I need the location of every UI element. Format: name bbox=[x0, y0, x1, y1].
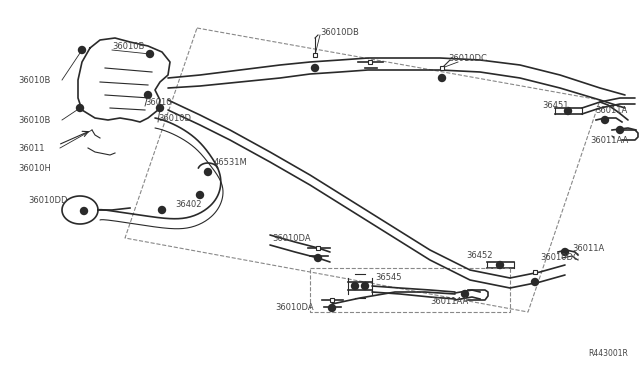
Text: 46531M: 46531M bbox=[214, 157, 248, 167]
Circle shape bbox=[438, 74, 445, 81]
Text: 36010B: 36010B bbox=[18, 76, 51, 84]
FancyBboxPatch shape bbox=[316, 246, 320, 250]
Circle shape bbox=[351, 282, 358, 289]
Circle shape bbox=[157, 105, 163, 112]
Circle shape bbox=[531, 279, 538, 285]
Circle shape bbox=[145, 92, 152, 99]
Circle shape bbox=[362, 282, 369, 289]
FancyBboxPatch shape bbox=[533, 270, 537, 274]
Circle shape bbox=[328, 305, 335, 311]
Text: 36451: 36451 bbox=[542, 100, 568, 109]
Circle shape bbox=[561, 248, 568, 256]
Circle shape bbox=[147, 51, 154, 58]
FancyBboxPatch shape bbox=[330, 298, 334, 302]
Circle shape bbox=[602, 116, 609, 124]
Text: 36452: 36452 bbox=[466, 250, 493, 260]
Circle shape bbox=[616, 126, 623, 134]
Text: 36010DA: 36010DA bbox=[272, 234, 310, 243]
Circle shape bbox=[312, 64, 319, 71]
Text: 36402: 36402 bbox=[175, 199, 202, 208]
Circle shape bbox=[205, 169, 211, 176]
Circle shape bbox=[461, 291, 468, 298]
Circle shape bbox=[564, 108, 572, 115]
Text: 36010H: 36010H bbox=[18, 164, 51, 173]
Text: 36010D: 36010D bbox=[158, 113, 191, 122]
Text: 36011AA: 36011AA bbox=[430, 298, 468, 307]
Text: 36010DC: 36010DC bbox=[448, 54, 487, 62]
Circle shape bbox=[159, 206, 166, 214]
Text: 36011AA: 36011AA bbox=[590, 135, 628, 144]
Text: 36010DC: 36010DC bbox=[540, 253, 579, 263]
Circle shape bbox=[314, 254, 321, 262]
Text: 36011A: 36011A bbox=[572, 244, 604, 253]
Circle shape bbox=[81, 208, 88, 215]
Text: 36545: 36545 bbox=[375, 273, 401, 282]
Text: 36010DD: 36010DD bbox=[28, 196, 67, 205]
Text: 36010DB: 36010DB bbox=[320, 28, 359, 36]
Text: 36010B: 36010B bbox=[112, 42, 145, 51]
FancyBboxPatch shape bbox=[368, 60, 372, 64]
Circle shape bbox=[77, 105, 83, 112]
Circle shape bbox=[196, 192, 204, 199]
Circle shape bbox=[497, 262, 504, 269]
Text: R443001R: R443001R bbox=[588, 349, 628, 358]
FancyBboxPatch shape bbox=[313, 53, 317, 57]
Circle shape bbox=[79, 46, 86, 54]
Text: 36010B: 36010B bbox=[18, 115, 51, 125]
FancyBboxPatch shape bbox=[440, 66, 444, 70]
Text: 36011A: 36011A bbox=[595, 106, 627, 115]
Text: 36010DA: 36010DA bbox=[275, 304, 314, 312]
Text: 36010: 36010 bbox=[145, 97, 172, 106]
Text: 36011: 36011 bbox=[18, 144, 45, 153]
